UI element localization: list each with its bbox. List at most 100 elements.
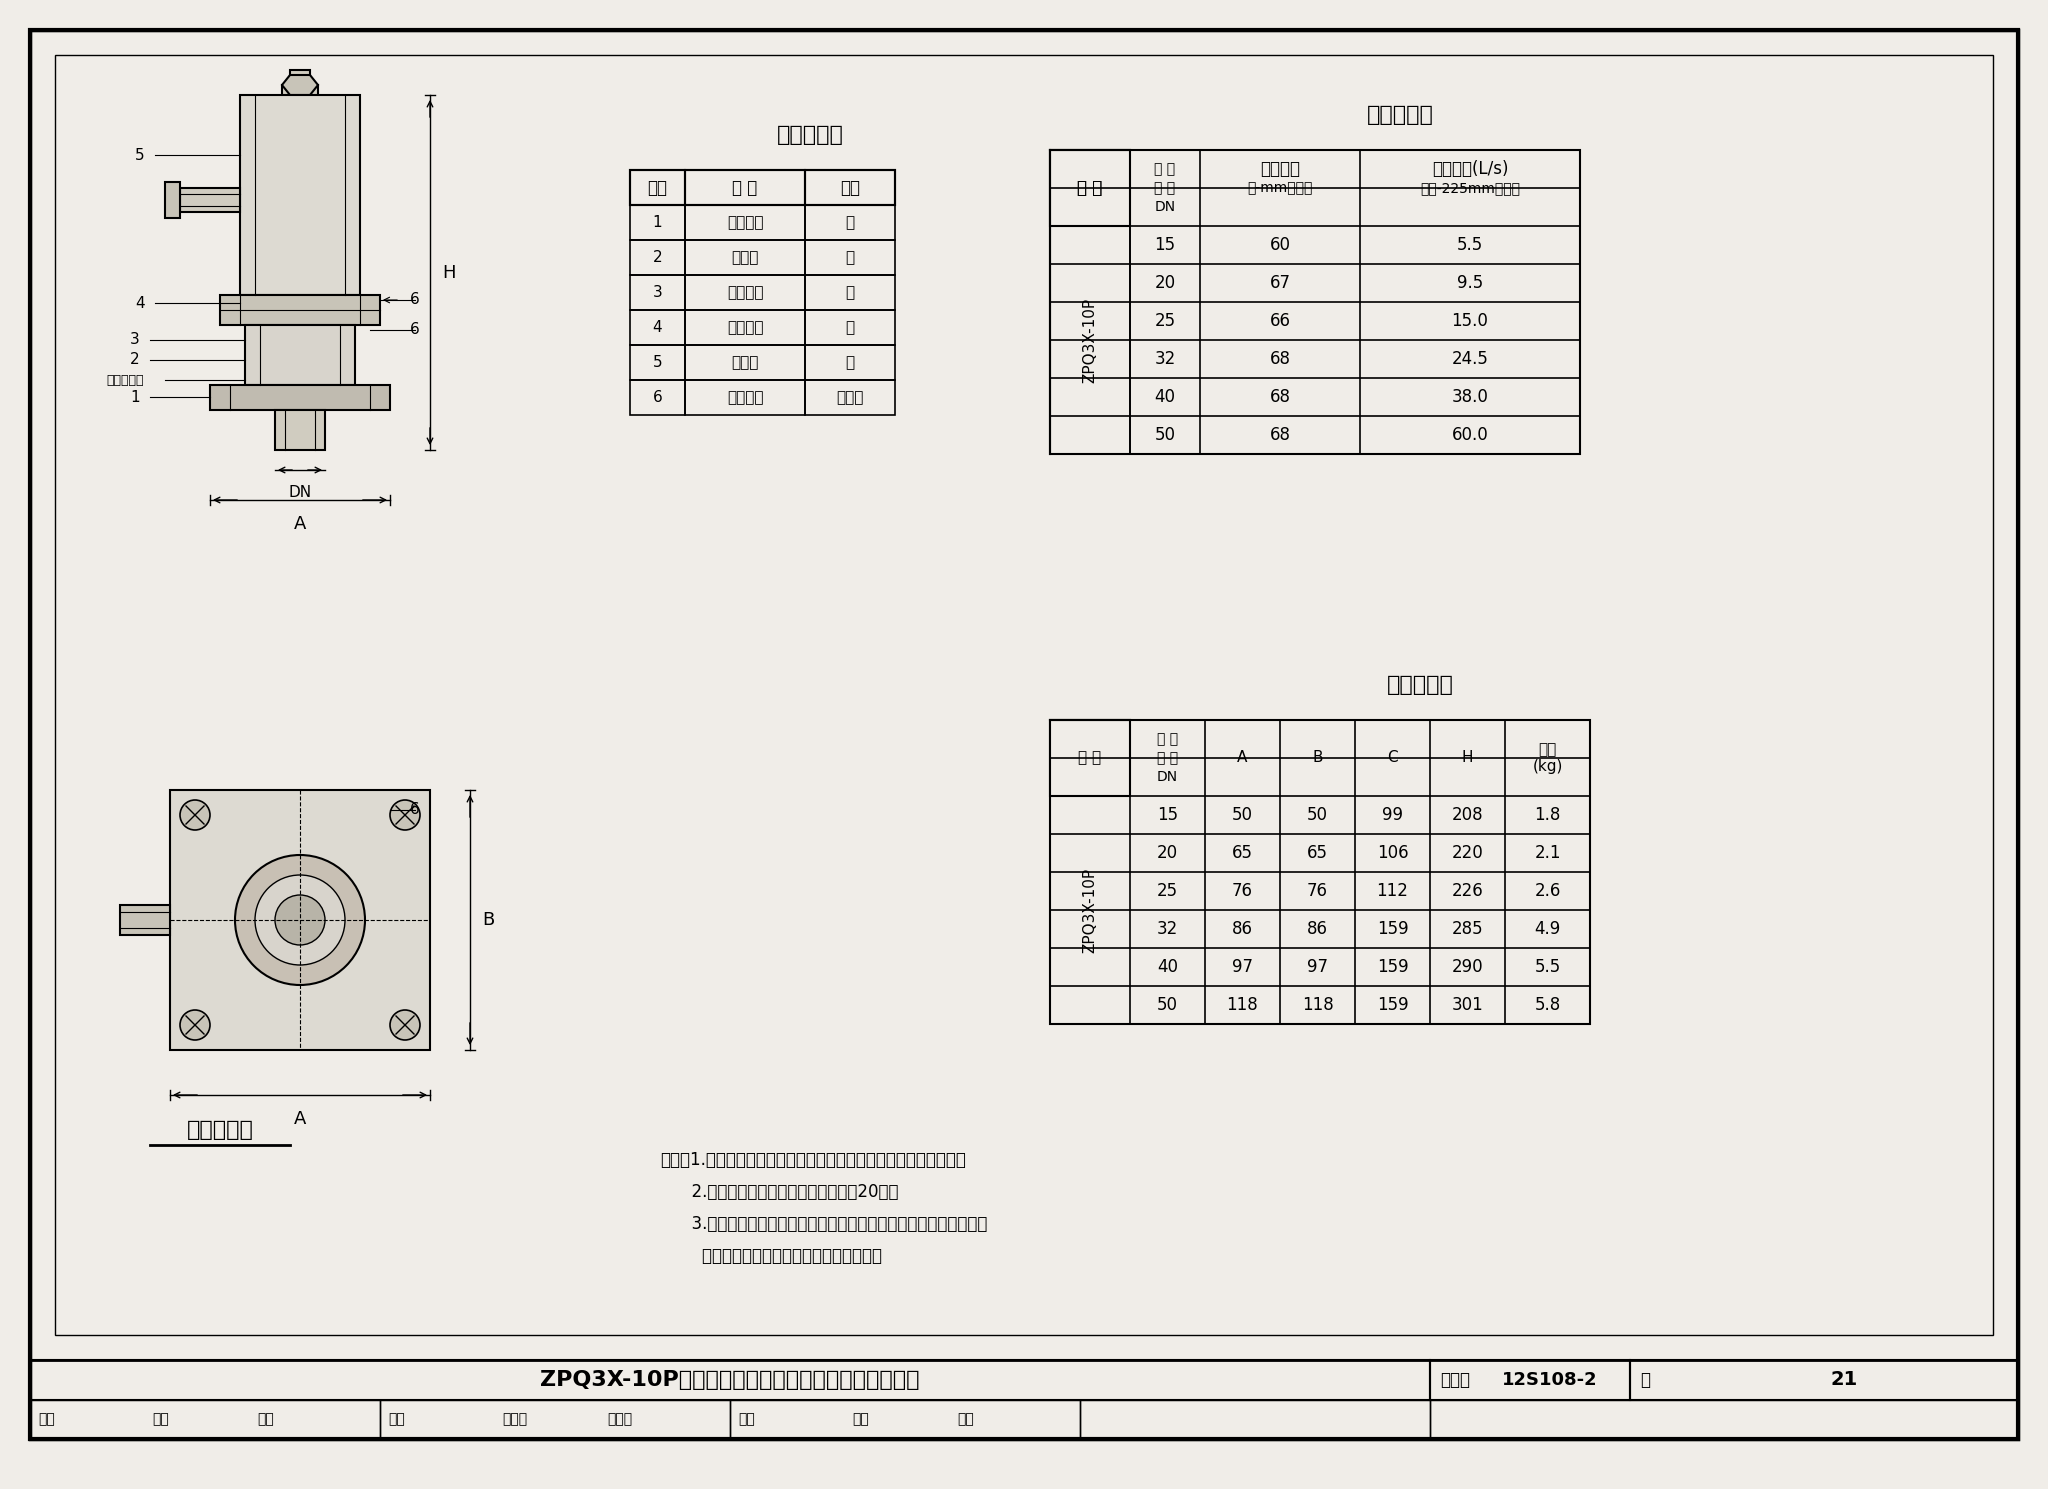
Text: 208: 208 — [1452, 806, 1483, 823]
Text: 68: 68 — [1270, 426, 1290, 444]
Text: 5: 5 — [653, 354, 662, 369]
Text: 万水: 万水 — [958, 1412, 975, 1426]
Text: 型 号: 型 号 — [1079, 750, 1102, 765]
Bar — [1630, 1359, 2017, 1400]
Bar — [1079, 1400, 1430, 1438]
Text: 20: 20 — [1155, 274, 1176, 292]
Text: A: A — [1237, 750, 1247, 765]
Bar — [805, 380, 895, 415]
Text: －: － — [846, 250, 854, 265]
Circle shape — [180, 1010, 211, 1039]
Text: ZPQ3X-10P: ZPQ3X-10P — [1083, 868, 1098, 953]
Bar — [211, 386, 389, 409]
Text: H: H — [442, 264, 455, 281]
Text: 4.9: 4.9 — [1534, 920, 1561, 938]
Text: 50: 50 — [1233, 806, 1253, 823]
Text: （在-225mm水柱）: （在-225mm水柱） — [1419, 182, 1520, 195]
Bar — [240, 95, 360, 295]
Circle shape — [236, 855, 365, 986]
Bar — [684, 275, 805, 310]
Bar — [1051, 150, 1130, 226]
Text: 50: 50 — [1157, 996, 1178, 1014]
Text: 1: 1 — [653, 214, 662, 229]
Text: 2.1: 2.1 — [1534, 844, 1561, 862]
Text: 118: 118 — [1227, 996, 1257, 1014]
Text: 159: 159 — [1376, 996, 1409, 1014]
Text: A: A — [293, 1109, 307, 1129]
Bar — [246, 325, 354, 386]
Bar — [1051, 721, 1130, 797]
Bar — [805, 275, 895, 310]
Text: 301: 301 — [1452, 996, 1483, 1014]
Text: 118: 118 — [1303, 996, 1333, 1014]
Circle shape — [389, 800, 420, 829]
Polygon shape — [283, 74, 317, 95]
Text: 2.6: 2.6 — [1534, 881, 1561, 899]
Text: 15.0: 15.0 — [1452, 313, 1489, 331]
Text: 张文华: 张文华 — [502, 1412, 528, 1426]
Bar — [684, 205, 805, 240]
Text: 1: 1 — [131, 390, 139, 405]
Text: 20: 20 — [1157, 844, 1178, 862]
Text: 2: 2 — [653, 250, 662, 265]
Text: 5.5: 5.5 — [1456, 235, 1483, 255]
Bar — [31, 1400, 381, 1438]
Text: 排气阀: 排气阀 — [731, 354, 758, 369]
Text: 1.8: 1.8 — [1534, 806, 1561, 823]
Text: 直 径: 直 径 — [1155, 182, 1176, 195]
Text: 40: 40 — [1155, 389, 1176, 406]
Text: 公 称: 公 称 — [1157, 733, 1178, 746]
Text: 97: 97 — [1307, 957, 1327, 975]
Text: 2.该产品补气流量曲线详见本图集第20页。: 2.该产品补气流量曲线详见本图集第20页。 — [659, 1182, 899, 1202]
Text: 4: 4 — [653, 320, 662, 335]
Text: 序号: 序号 — [647, 179, 668, 197]
Text: 9.5: 9.5 — [1456, 274, 1483, 292]
Circle shape — [180, 800, 211, 829]
Text: 铜: 铜 — [846, 354, 854, 369]
Bar — [283, 85, 317, 110]
Text: 5.8: 5.8 — [1534, 996, 1561, 1014]
Text: 进气口下沿: 进气口下沿 — [106, 374, 143, 387]
Text: 起，竖向安装尺寸较小，各自独立工作。: 起，竖向安装尺寸较小，各自独立工作。 — [659, 1246, 883, 1266]
Bar — [805, 240, 895, 275]
Bar — [121, 905, 170, 935]
Bar — [805, 345, 895, 380]
Text: 12S108-2: 12S108-2 — [1501, 1371, 1597, 1389]
Bar — [219, 295, 381, 325]
Text: 68: 68 — [1270, 350, 1290, 368]
Bar — [631, 240, 684, 275]
Text: 张淼: 张淼 — [152, 1412, 170, 1426]
Text: 86: 86 — [1307, 920, 1327, 938]
Text: 285: 285 — [1452, 920, 1483, 938]
Bar — [684, 310, 805, 345]
Bar — [631, 205, 684, 240]
Text: 24.5: 24.5 — [1452, 350, 1489, 368]
Text: 补气性能表: 补气性能表 — [1366, 106, 1434, 125]
Text: 5.5: 5.5 — [1534, 957, 1561, 975]
Bar — [805, 310, 895, 345]
Bar — [381, 1400, 729, 1438]
Text: 38.0: 38.0 — [1452, 389, 1489, 406]
Text: 65: 65 — [1233, 844, 1253, 862]
Circle shape — [256, 876, 344, 965]
Text: 86: 86 — [1233, 920, 1253, 938]
Text: 76: 76 — [1307, 881, 1327, 899]
Text: 审核: 审核 — [39, 1412, 55, 1426]
Text: 40: 40 — [1157, 957, 1178, 975]
Bar — [166, 182, 180, 217]
Text: 谌之华: 谌之华 — [608, 1412, 633, 1426]
Bar — [684, 170, 805, 205]
Text: 万水: 万水 — [852, 1412, 868, 1426]
Text: 说明：1.本图根据上海上龙供水设备有限公司提供的技术资料编制。: 说明：1.本图根据上海上龙供水设备有限公司提供的技术资料编制。 — [659, 1151, 967, 1169]
Text: DN: DN — [289, 485, 311, 500]
Bar — [274, 409, 326, 450]
Text: 97: 97 — [1233, 957, 1253, 975]
Text: 型 号: 型 号 — [1077, 179, 1102, 197]
Text: 32: 32 — [1157, 920, 1178, 938]
Text: 220: 220 — [1452, 844, 1483, 862]
Text: 直 径: 直 径 — [1157, 750, 1178, 765]
Text: 60.0: 60.0 — [1452, 426, 1489, 444]
Bar — [631, 310, 684, 345]
Text: 25: 25 — [1155, 313, 1176, 331]
Text: 99: 99 — [1382, 806, 1403, 823]
